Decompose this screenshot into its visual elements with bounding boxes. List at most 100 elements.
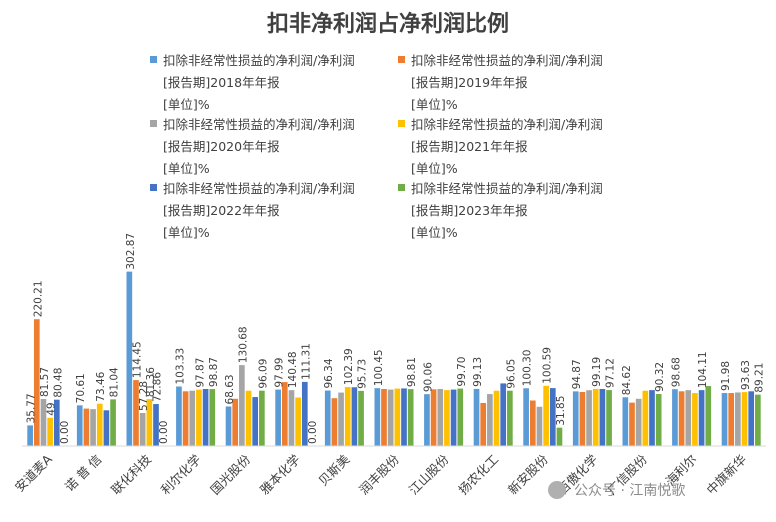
bar-s1-c0 <box>33 319 40 446</box>
x-tick-label-5: 雅本化学 <box>257 452 303 498</box>
bar-s2-c10 <box>536 406 543 446</box>
plot-area <box>27 271 761 446</box>
bar-s3-c12 <box>642 390 649 446</box>
watermark: 公众号 · 江南悦歌 <box>548 481 685 499</box>
data-label-s5-c11: 97.12 <box>605 358 617 388</box>
bar-s0-c7 <box>374 388 381 446</box>
bar-s5-c6 <box>358 390 364 446</box>
data-label-s5-c5: 0.00 <box>307 421 319 444</box>
bar-s3-c9 <box>493 390 500 446</box>
data-label-s3-c2: 81.36 <box>145 367 157 397</box>
data-label-s2-c4: 130.68 <box>237 326 249 363</box>
bar-s3-c10 <box>543 385 549 446</box>
data-label-s5-c8: 99.70 <box>456 357 468 387</box>
data-label-s0-c11: 94.87 <box>571 359 583 389</box>
bar-s2-c9 <box>487 394 493 446</box>
bar-s0-c3 <box>176 386 182 446</box>
legend-label-4: 扣除非经常性损益的净利润/净利润[报告期]2022年年报[单位]% <box>163 181 355 240</box>
watermark-text: 公众号 · 江南悦歌 <box>574 483 685 499</box>
data-label-s3-c0: 49 <box>46 402 58 415</box>
bar-s5-c11 <box>606 390 612 446</box>
bar-s2-c11 <box>586 390 592 446</box>
bar-s2-c2 <box>139 413 146 446</box>
legend-swatch-0 <box>150 56 157 63</box>
legend-label-0: 扣除非经常性损益的净利润/净利润[报告期]2018年年报[单位]% <box>163 53 355 112</box>
bar-s2-c8 <box>437 389 444 446</box>
legend: 扣除非经常性损益的净利润/净利润[报告期]2018年年报[单位]%扣除非经常性损… <box>150 53 603 240</box>
x-tick-label-4: 国光股份 <box>207 451 253 497</box>
bar-s1-c9 <box>480 402 487 446</box>
data-label-s5-c12: 90.32 <box>654 362 666 392</box>
data-label-s0-c2: 302.87 <box>125 233 137 270</box>
bar-s3-c2 <box>146 399 153 446</box>
bar-s1-c6 <box>331 398 338 446</box>
data-labels: 35.77 70.61 302.87 103.33 68.63 97.99 96.34 100… <box>26 233 766 444</box>
bar-s4-c11 <box>599 389 606 446</box>
bar-s4-c7 <box>401 388 407 446</box>
legend-label-5: 扣除非经常性损益的净利润/净利润[报告期]2023年年报[单位]% <box>411 181 603 240</box>
data-label-s0-c6: 96.34 <box>323 358 335 388</box>
bar-s2-c4 <box>239 365 245 446</box>
bar-s1-c3 <box>182 391 189 446</box>
bar-s1-c12 <box>629 402 635 446</box>
bar-s1-c4 <box>232 398 239 446</box>
bar-s2-c12 <box>635 398 642 446</box>
data-label-s1-c2: 114.45 <box>132 341 144 378</box>
x-tick-label-10: 新安股份 <box>505 451 551 497</box>
bar-s0-c8 <box>424 394 430 446</box>
data-label-s2-c0: 81.57 <box>39 367 51 397</box>
bar-s0-c1 <box>76 405 83 446</box>
bar-s0-c5 <box>275 389 281 446</box>
bar-s3-c0 <box>47 417 53 446</box>
bar-s3-c3 <box>196 389 202 446</box>
x-tick-label-8: 江山股份 <box>406 451 452 497</box>
legend-swatch-5 <box>398 184 405 191</box>
data-label-s0-c7: 100.45 <box>373 349 385 386</box>
bar-s1-c7 <box>381 389 387 446</box>
bar-s5-c3 <box>209 389 216 446</box>
data-label-s3-c14: 93.63 <box>740 360 752 390</box>
data-label-s3-c11: 99.19 <box>591 357 603 387</box>
data-label-s0-c1: 70.61 <box>75 373 87 403</box>
bar-s4-c12 <box>649 390 655 446</box>
x-tick-label-0: 安道麦A <box>12 451 55 494</box>
data-label-s5-c14: 89.21 <box>753 363 765 393</box>
bar-s5-c8 <box>457 388 464 446</box>
data-label-s0-c4: 68.63 <box>224 374 236 404</box>
data-label-s0-c0: 35.77 <box>26 393 38 423</box>
bar-s0-c0 <box>27 425 33 446</box>
legend-label-2: 扣除非经常性损益的净利润/净利润[报告期]2020年年报[单位]% <box>163 117 355 176</box>
bar-s3-c8 <box>444 390 450 446</box>
bar-s4-c10 <box>549 388 556 446</box>
chart-title: 扣非净利润占净利润比例 <box>267 11 509 37</box>
data-label-s4-c0: 80.48 <box>52 368 64 398</box>
bar-s0-c12 <box>622 397 629 446</box>
bar-s3-c11 <box>592 388 599 446</box>
legend-swatch-1 <box>398 56 405 63</box>
bar-s3-c4 <box>245 390 252 446</box>
data-label-s0-c3: 103.33 <box>174 348 186 385</box>
data-label-s5-c7: 98.81 <box>406 357 418 387</box>
bar-s0-c6 <box>324 390 331 446</box>
bar-s3-c6 <box>344 387 351 446</box>
bar-s5-c13 <box>705 386 712 446</box>
data-label-s4-c2: 72.86 <box>152 372 164 402</box>
data-label-s0-c12: 84.62 <box>621 365 633 395</box>
bar-s1-c14 <box>728 393 735 446</box>
bar-s3-c13 <box>692 393 698 446</box>
bar-s3-c14 <box>741 392 748 446</box>
data-label-s3-c10: 100.59 <box>542 347 554 384</box>
bar-s5-c7 <box>407 389 414 446</box>
bar-s4-c3 <box>202 389 209 446</box>
data-label-s0-c5: 97.99 <box>274 358 286 388</box>
bar-s4-c8 <box>450 389 457 446</box>
bar-s2-c13 <box>685 390 692 446</box>
bar-s0-c9 <box>473 388 480 446</box>
data-label-s5-c2: 0.00 <box>158 421 170 444</box>
legend-label-3: 扣除非经常性损益的净利润/净利润[报告期]2021年年报[单位]% <box>411 117 603 176</box>
x-tick-label-9: 扬农化工 <box>455 452 501 498</box>
data-label-s3-c3: 97.87 <box>194 358 206 388</box>
bar-s0-c10 <box>523 388 529 446</box>
bar-s0-c14 <box>721 393 728 446</box>
